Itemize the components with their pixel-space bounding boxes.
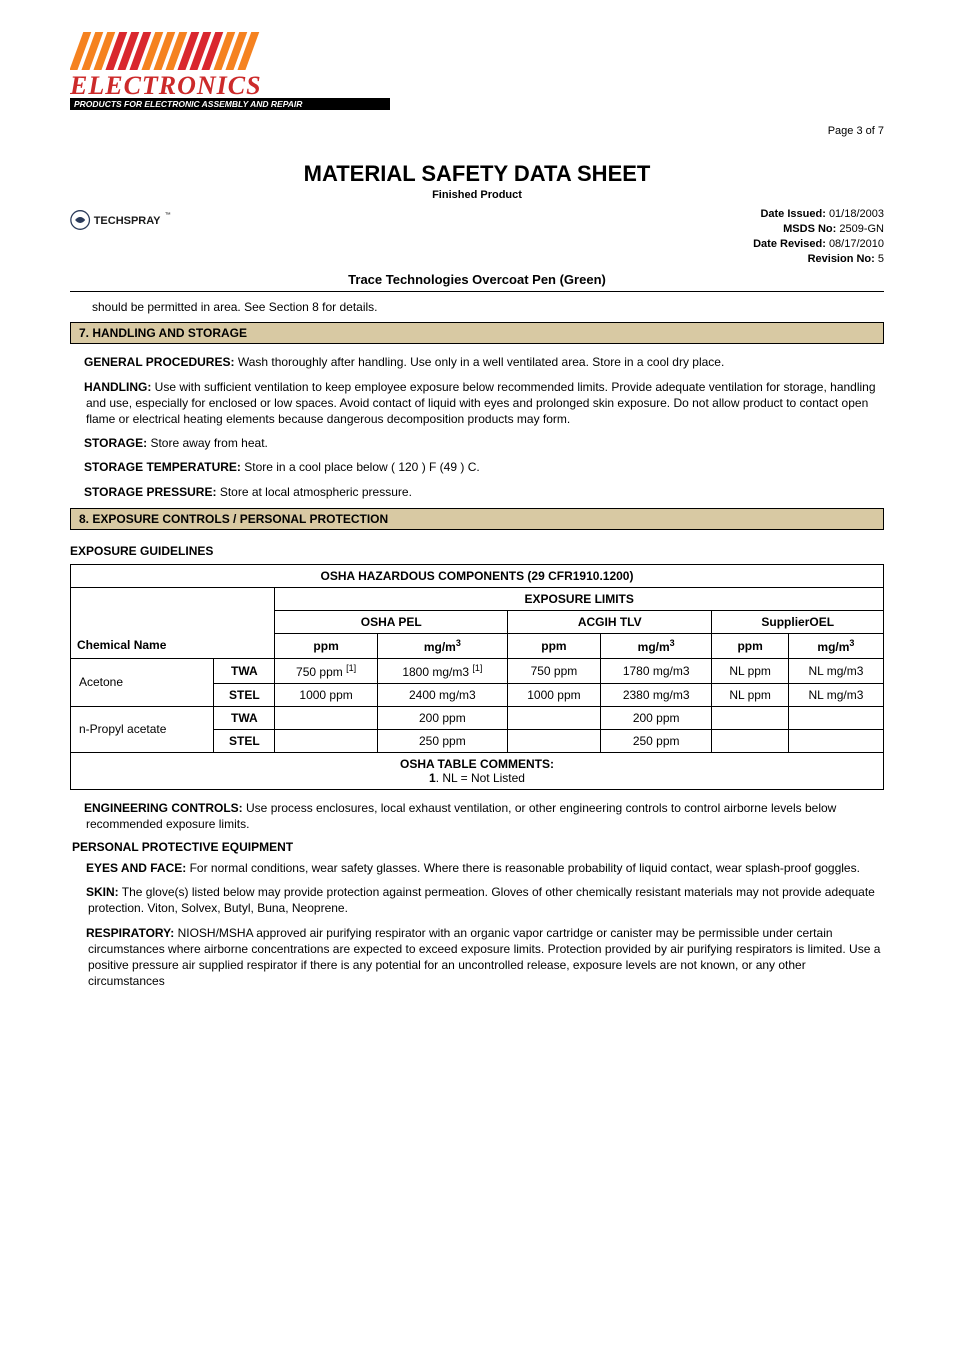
table-cell — [712, 729, 788, 752]
exposure-limits-header: EXPOSURE LIMITS — [275, 587, 884, 610]
storage-label: STORAGE: — [84, 436, 147, 450]
table-cell — [275, 729, 377, 752]
date-revised-label: Date Revised: — [753, 238, 826, 250]
osha-pel-header: OSHA PEL — [275, 610, 508, 633]
product-name: Trace Technologies Overcoat Pen (Green) — [70, 272, 884, 287]
storage-press-text: Store at local atmospheric pressure. — [220, 485, 412, 499]
resp-text: NIOSH/MSHA approved air purifying respir… — [88, 926, 880, 989]
handling: HANDLING: Use with sufficient ventilatio… — [86, 379, 884, 428]
table-cell — [788, 729, 883, 752]
svg-text:ELECTRONICS: ELECTRONICS — [70, 71, 262, 100]
handling-text: Use with sufficient ventilation to keep … — [86, 380, 876, 426]
table-cell: 1000 ppm — [275, 683, 377, 706]
ppe-respiratory: RESPIRATORY: NIOSH/MSHA approved air pur… — [88, 925, 884, 990]
skin-text: The glove(s) listed below may provide pr… — [88, 885, 875, 915]
eyes-label: EYES AND FACE: — [86, 861, 186, 875]
chemical-name: Acetone — [71, 658, 214, 706]
ppe-skin: SKIN: The glove(s) listed below may prov… — [88, 884, 884, 916]
unit-header: ppm — [275, 633, 377, 658]
table-cell: 750 ppm [1] — [275, 658, 377, 683]
chemical-name-header: Chemical Name — [71, 633, 275, 658]
table-cell — [788, 706, 883, 729]
table-cell: 200 ppm — [600, 706, 712, 729]
comments-label: OSHA TABLE COMMENTS: — [400, 757, 554, 771]
msds-no-label: MSDS No: — [783, 223, 836, 235]
revision-no-label: Revision No: — [808, 253, 875, 265]
table-cell: NL ppm — [712, 683, 788, 706]
table-cell: 750 ppm — [507, 658, 600, 683]
general-procedures-text: Wash thoroughly after handling. Use only… — [238, 355, 725, 369]
unit-header: ppm — [712, 633, 788, 658]
handling-label: HANDLING: — [84, 380, 151, 394]
table-cell: 1780 mg/m3 — [600, 658, 712, 683]
limit-type: TWA — [214, 706, 275, 729]
table-cell: NL mg/m3 — [788, 683, 883, 706]
supplier-oel-header: SupplierOEL — [712, 610, 884, 633]
storage-text: Store away from heat. — [150, 436, 267, 450]
section-8-heading: 8. EXPOSURE CONTROLS / PERSONAL PROTECTI… — [70, 508, 884, 530]
skin-label: SKIN: — [86, 885, 119, 899]
resp-label: RESPIRATORY: — [86, 926, 174, 940]
table-row: Acetone TWA 750 ppm [1] 1800 mg/m3 [1] 7… — [71, 658, 884, 683]
table-cell: NL mg/m3 — [788, 658, 883, 683]
table-cell: 1800 mg/m3 [1] — [377, 658, 507, 683]
svg-text:TECHSPRAY: TECHSPRAY — [94, 215, 161, 227]
osha-table-comments: OSHA TABLE COMMENTS: 1. NL = Not Listed — [71, 752, 884, 789]
osha-exposure-table: OSHA HAZARDOUS COMPONENTS (29 CFR1910.12… — [70, 564, 884, 790]
eng-controls-label: ENGINEERING CONTROLS: — [84, 801, 243, 815]
doc-subtitle: Finished Product — [70, 189, 884, 201]
ppe-heading: PERSONAL PROTECTIVE EQUIPMENT — [72, 840, 884, 854]
storage: STORAGE: Store away from heat. — [86, 435, 884, 451]
engineering-controls: ENGINEERING CONTROLS: Use process enclos… — [86, 800, 884, 832]
storage-temp-label: STORAGE TEMPERATURE: — [84, 460, 241, 474]
date-revised: 08/17/2010 — [829, 238, 884, 250]
limit-type: TWA — [214, 658, 275, 683]
page-number: Page 3 of 7 — [70, 125, 884, 137]
table-cell: 2400 mg/m3 — [377, 683, 507, 706]
document-meta: Date Issued: 01/18/2003 MSDS No: 2509-GN… — [190, 207, 884, 266]
doc-title: MATERIAL SAFETY DATA SHEET — [70, 161, 884, 187]
limit-type: STEL — [214, 683, 275, 706]
table-cell: NL ppm — [712, 658, 788, 683]
revision-no: 5 — [878, 253, 884, 265]
table-cell: 200 ppm — [377, 706, 507, 729]
divider — [70, 291, 884, 292]
date-issued-label: Date Issued: — [760, 208, 825, 220]
msds-no: 2509-GN — [839, 223, 884, 235]
exposure-guidelines-heading: EXPOSURE GUIDELINES — [70, 544, 884, 558]
table-cell — [712, 706, 788, 729]
chemical-name: n-Propyl acetate — [71, 706, 214, 752]
svg-text:™: ™ — [165, 212, 171, 219]
storage-press-label: STORAGE PRESSURE: — [84, 485, 216, 499]
table-cell — [507, 729, 600, 752]
unit-header: mg/m3 — [377, 633, 507, 658]
general-procedures-label: GENERAL PROCEDURES: — [84, 355, 234, 369]
carryover-text: should be permitted in area. See Section… — [92, 300, 884, 314]
table-title: OSHA HAZARDOUS COMPONENTS (29 CFR1910.12… — [71, 564, 884, 587]
table-cell: 250 ppm — [600, 729, 712, 752]
techspray-logo: TECHSPRAY ™ — [70, 207, 190, 236]
svg-text:PRODUCTS FOR ELECTRONIC ASSEMB: PRODUCTS FOR ELECTRONIC ASSEMBLY AND REP… — [74, 99, 303, 109]
unit-header: mg/m3 — [788, 633, 883, 658]
unit-header: mg/m3 — [600, 633, 712, 658]
date-issued: 01/18/2003 — [829, 208, 884, 220]
storage-temperature: STORAGE TEMPERATURE: Store in a cool pla… — [86, 459, 884, 475]
section-7-heading: 7. HANDLING AND STORAGE — [70, 322, 884, 344]
limit-type: STEL — [214, 729, 275, 752]
table-cell — [507, 706, 600, 729]
table-cell: 1000 ppm — [507, 683, 600, 706]
storage-temp-text: Store in a cool place below ( 120 ) F (4… — [244, 460, 479, 474]
general-procedures: GENERAL PROCEDURES: Wash thoroughly afte… — [86, 354, 884, 370]
table-cell: 2380 mg/m3 — [600, 683, 712, 706]
eyes-text: For normal conditions, wear safety glass… — [190, 861, 860, 875]
ppe-eyes: EYES AND FACE: For normal conditions, we… — [88, 860, 884, 876]
hmc-logo: ELECTRONICS PRODUCTS FOR ELECTRONIC ASSE… — [70, 30, 884, 113]
acgih-tlv-header: ACGIH TLV — [507, 610, 711, 633]
storage-pressure: STORAGE PRESSURE: Store at local atmosph… — [86, 484, 884, 500]
unit-header: ppm — [507, 633, 600, 658]
table-cell — [275, 706, 377, 729]
table-cell: 250 ppm — [377, 729, 507, 752]
table-row: n-Propyl acetate TWA 200 ppm 200 ppm — [71, 706, 884, 729]
